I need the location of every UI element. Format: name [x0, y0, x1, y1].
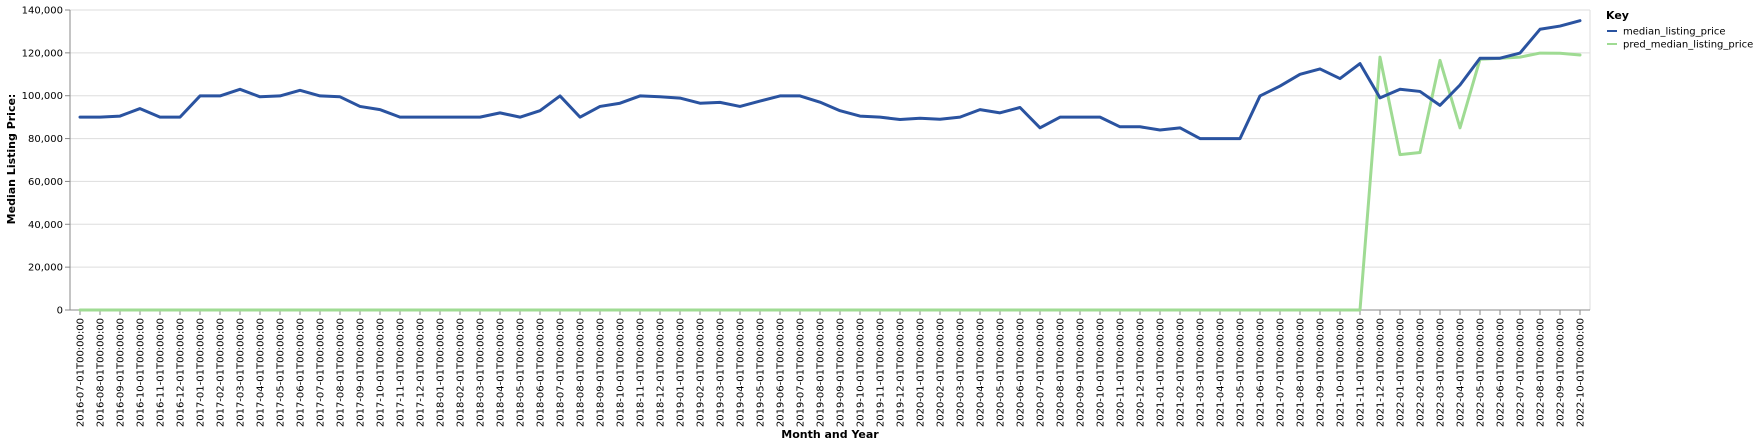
- x-tick-label: 2021-06-01T00:00:00: [1256, 318, 1267, 427]
- x-tick-label: 2019-11-01T00:00:00: [876, 318, 887, 427]
- x-tick-label: 2021-12-01T00:00:00: [1376, 318, 1387, 427]
- y-tick-label: 80,000: [28, 134, 63, 145]
- x-tick-label: 2022-04-01T00:00:00: [1456, 318, 1467, 427]
- legend-label: median_listing_price: [1623, 27, 1726, 38]
- x-tick-label: 2022-07-01T00:00:00: [1516, 318, 1527, 427]
- x-tick-label: 2021-03-01T00:00:00: [1196, 318, 1207, 427]
- x-tick-label: 2020-12-01T00:00:00: [1136, 318, 1147, 427]
- x-tick-label: 2021-09-01T00:00:00: [1316, 318, 1327, 427]
- x-tick-label: 2016-12-01T00:00:00: [176, 318, 187, 427]
- y-axis-title: Median Listing Price:: [5, 94, 18, 225]
- gridlines: [70, 9, 1591, 311]
- x-tick-label: 2016-10-01T00:00:00: [136, 318, 147, 427]
- x-tick-label: 2020-08-01T00:00:00: [1056, 318, 1067, 427]
- x-tick-label: 2021-05-01T00:00:00: [1236, 318, 1247, 427]
- x-tick-label: 2019-10-01T00:00:00: [856, 318, 867, 427]
- x-tick-label: 2019-05-01T00:00:00: [756, 318, 767, 427]
- y-tick-label: 40,000: [28, 220, 63, 231]
- y-tick-label: 0: [57, 306, 63, 317]
- x-tick-label: 2018-02-01T00:00:00: [456, 318, 467, 427]
- x-tick-label: 2017-10-01T00:00:00: [376, 318, 387, 427]
- x-tick-label: 2016-11-01T00:00:00: [156, 318, 167, 427]
- x-tick-label: 2017-11-01T00:00:00: [396, 318, 407, 427]
- x-tick-label: 2021-02-01T00:00:00: [1176, 318, 1187, 427]
- y-tick-label: 140,000: [22, 6, 63, 17]
- x-tick-label: 2017-02-01T00:00:00: [216, 318, 227, 427]
- x-tick-label: 2018-03-01T00:00:00: [476, 318, 487, 427]
- x-tick-label: 2018-05-01T00:00:00: [516, 318, 527, 427]
- x-tick-label: 2020-11-01T00:00:00: [1116, 318, 1127, 427]
- x-tick-label: 2020-04-01T00:00:00: [976, 318, 987, 427]
- x-tick-label: 2020-10-01T00:00:00: [1096, 318, 1107, 427]
- x-tick-label: 2019-08-01T00:00:00: [816, 318, 827, 427]
- x-tick-label: 2021-08-01T00:00:00: [1296, 318, 1307, 427]
- x-tick-label: 2017-12-01T00:00:00: [416, 318, 427, 427]
- x-tick-label: 2019-01-01T00:00:00: [676, 318, 687, 427]
- axes: 0 20,000 40,000 60,000 80,000 100,000 120,000 1…: [22, 6, 1590, 427]
- x-tick-label: 2019-03-01T00:00:00: [716, 318, 727, 427]
- y-tick-label: 60,000: [28, 177, 63, 188]
- x-tick-label: 2018-11-01T00:00:00: [636, 318, 647, 427]
- x-tick-label: 2020-01-01T00:00:00: [916, 318, 927, 427]
- x-tick-label: 2022-01-01T00:00:00: [1396, 318, 1407, 427]
- x-tick-label: 2022-09-01T00:00:00: [1556, 318, 1567, 427]
- x-tick-label: 2018-10-01T00:00:00: [616, 318, 627, 427]
- x-tick-label: 2016-08-01T00:00:00: [96, 318, 107, 427]
- x-tick-label: 2022-02-01T00:00:00: [1416, 318, 1427, 427]
- x-tick-label: 2018-09-01T00:00:00: [596, 318, 607, 427]
- x-tick-label: 2016-09-01T00:00:00: [116, 318, 127, 427]
- y-tick-label: 100,000: [22, 91, 63, 102]
- x-tick-label: 2017-03-01T00:00:00: [236, 318, 247, 427]
- x-tick-label: 2022-05-01T00:00:00: [1476, 318, 1487, 427]
- x-tick-label: 2022-03-01T00:00:00: [1436, 318, 1447, 427]
- x-tick-label: 2021-04-01T00:00:00: [1216, 318, 1227, 427]
- y-tick-label: 20,000: [28, 263, 63, 274]
- x-tick-label: 2018-08-01T00:00:00: [576, 318, 587, 427]
- x-tick-label: 2020-02-01T00:00:00: [936, 318, 947, 427]
- x-tick-label: 2021-01-01T00:00:00: [1156, 318, 1167, 427]
- x-tick-label: 2020-09-01T00:00:00: [1076, 318, 1087, 427]
- x-tick-label: 2019-12-01T00:00:00: [896, 318, 907, 427]
- x-tick-label: 2021-07-01T00:00:00: [1276, 318, 1287, 427]
- x-tick-label: 2017-07-01T00:00:00: [316, 318, 327, 427]
- x-tick-label: 2019-09-01T00:00:00: [836, 318, 847, 427]
- series-line-pred-median-listing-price: [78, 51, 1582, 312]
- y-tick-label: 120,000: [22, 48, 63, 59]
- x-tick-label: 2018-04-01T00:00:00: [496, 318, 507, 427]
- series-lines: [78, 19, 1582, 312]
- x-tick-label: 2018-01-01T00:00:00: [436, 318, 447, 427]
- x-tick-label: 2017-04-01T00:00:00: [256, 318, 267, 427]
- x-tick-label: 2022-10-01T00:00:00: [1576, 318, 1587, 427]
- x-tick-label: 2017-05-01T00:00:00: [276, 318, 287, 427]
- x-tick-label: 2018-12-01T00:00:00: [656, 318, 667, 427]
- x-tick-label: 2019-07-01T00:00:00: [796, 318, 807, 427]
- x-tick-label: 2017-08-01T00:00:00: [336, 318, 347, 427]
- x-tick-label: 2022-06-01T00:00:00: [1496, 318, 1507, 427]
- x-tick-label: 2020-05-01T00:00:00: [996, 318, 1007, 427]
- x-tick-label: 2020-07-01T00:00:00: [1036, 318, 1047, 427]
- x-tick-label: 2021-11-01T00:00:00: [1356, 318, 1367, 427]
- x-tick-label: 2017-09-01T00:00:00: [356, 318, 367, 427]
- x-tick-label: 2017-06-01T00:00:00: [296, 318, 307, 427]
- x-tick-label: 2022-08-01T00:00:00: [1536, 318, 1547, 427]
- x-tick-label: 2021-10-01T00:00:00: [1336, 318, 1347, 427]
- x-tick-label: 2019-02-01T00:00:00: [696, 318, 707, 427]
- x-axis-title: Month and Year: [781, 428, 879, 441]
- x-tick-label: 2017-01-01T00:00:00: [196, 318, 207, 427]
- x-tick-label: 2016-07-01T00:00:00: [76, 318, 87, 427]
- x-tick-label: 2020-06-01T00:00:00: [1016, 318, 1027, 427]
- x-tick-label: 2018-07-01T00:00:00: [556, 318, 567, 427]
- x-tick-label: 2019-06-01T00:00:00: [776, 318, 787, 427]
- legend-title: Key: [1606, 9, 1629, 22]
- x-tick-label: 2020-03-01T00:00:00: [956, 318, 967, 427]
- x-tick-label: 2018-06-01T00:00:00: [536, 318, 547, 427]
- x-tick-label: 2019-04-01T00:00:00: [736, 318, 747, 427]
- legend-label: pred_median_listing_price: [1623, 40, 1753, 51]
- legend: Key median_listing_price pred_median_list…: [1606, 9, 1753, 51]
- series-line-median-listing-price: [78, 19, 1582, 141]
